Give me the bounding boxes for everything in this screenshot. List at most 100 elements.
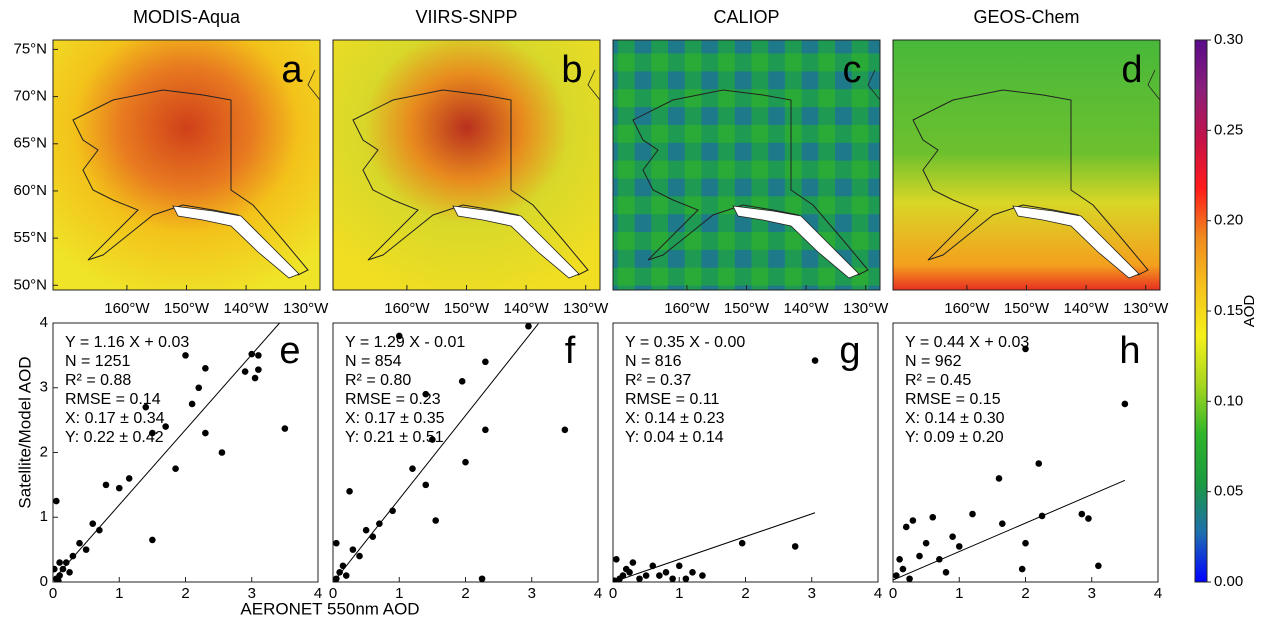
- y-tick-label: 50°N: [13, 276, 47, 293]
- point: [1095, 562, 1102, 570]
- x-tick-label: 150°W: [164, 300, 210, 317]
- point: [682, 575, 690, 582]
- point: [1018, 565, 1026, 573]
- x-tick-label: 140°W: [504, 300, 550, 317]
- point: [893, 572, 900, 579]
- stat-annotation: X: 0.17 ± 0.35: [345, 410, 445, 427]
- x-tick-label: 130°W: [563, 300, 609, 317]
- point: [281, 425, 289, 432]
- point: [342, 572, 350, 579]
- x-tick-label: 2: [741, 585, 749, 602]
- stat-annotation: Y = 0.44 X + 0.03: [905, 334, 1029, 351]
- point: [125, 475, 133, 482]
- x-tick-label: 3: [1088, 585, 1096, 602]
- y-axis-label: Satellite/Model AOD: [15, 356, 34, 508]
- point: [969, 510, 976, 518]
- stat-annotation: Y = 1.29 X - 0.01: [345, 334, 465, 351]
- x-tick-label: 4: [1154, 585, 1162, 602]
- map-title: GEOS-Chem: [973, 7, 1079, 27]
- x-tick-label: 130°W: [283, 300, 329, 317]
- x-tick-label: 130°W: [843, 300, 889, 317]
- fit-line: [893, 479, 1126, 581]
- colorbar-tick-label: 0.30: [1214, 31, 1243, 48]
- point: [482, 358, 489, 366]
- x-tick-label: 3: [808, 585, 816, 602]
- point: [62, 559, 70, 566]
- point: [188, 400, 196, 408]
- x-tick-label: 2: [461, 585, 469, 602]
- map-field: [333, 40, 600, 290]
- map-field: [53, 40, 320, 290]
- point: [902, 523, 910, 531]
- point: [162, 423, 169, 430]
- map-title: MODIS-Aqua: [133, 7, 241, 27]
- point: [241, 368, 249, 375]
- point: [172, 465, 179, 472]
- x-tick-label: 150°W: [724, 300, 770, 317]
- fit-line: [333, 323, 539, 582]
- stat-annotation: R² = 0.45: [905, 372, 971, 389]
- plot-frame: [612, 322, 879, 583]
- point: [195, 384, 203, 392]
- stat-annotation: RMSE = 0.15: [905, 391, 1001, 408]
- x-tick-label: 4: [594, 585, 602, 602]
- colorbar-tick-label: 0.20: [1214, 212, 1243, 229]
- point: [942, 568, 950, 576]
- panel-letter: f: [565, 330, 576, 372]
- y-tick-label: 75°N: [13, 40, 47, 57]
- map-field: [613, 40, 880, 290]
- point: [82, 546, 90, 553]
- x-tick-label: 130°W: [1123, 300, 1169, 317]
- point: [561, 426, 569, 434]
- point: [1022, 345, 1029, 353]
- point: [482, 426, 489, 434]
- map-field: [893, 40, 1160, 290]
- colorbar-tick-label: 0.25: [1214, 121, 1243, 138]
- point: [922, 539, 930, 547]
- stat-annotation: R² = 0.88: [65, 372, 131, 389]
- point: [53, 497, 60, 505]
- point: [699, 572, 706, 579]
- x-tick-label: 140°W: [784, 300, 830, 317]
- stat-annotation: RMSE = 0.11: [625, 391, 720, 408]
- point: [613, 556, 620, 563]
- x-tick-label: 1: [115, 585, 123, 602]
- point: [369, 533, 377, 540]
- plot-frame: [52, 322, 319, 583]
- point: [89, 520, 97, 528]
- point: [995, 475, 1003, 482]
- point: [642, 572, 650, 579]
- fit-line: [613, 512, 816, 582]
- panel-letter: h: [1119, 330, 1140, 372]
- x-tick-label: 160°W: [944, 300, 990, 317]
- stat-annotation: N = 962: [905, 353, 962, 370]
- point: [255, 352, 262, 359]
- y-tick-label: 60°N: [13, 182, 47, 199]
- stat-annotation: Y: 0.22 ± 0.42: [65, 429, 164, 446]
- point: [362, 526, 370, 534]
- point: [636, 575, 643, 582]
- x-tick-label: 0: [329, 585, 337, 602]
- point: [662, 568, 670, 576]
- stat-annotation: X: 0.14 ± 0.30: [905, 410, 1005, 427]
- point: [1121, 400, 1129, 408]
- y-tick-label: 3: [40, 379, 48, 396]
- x-tick-label: 0: [889, 585, 897, 602]
- point: [422, 390, 430, 398]
- point: [55, 577, 62, 582]
- x-tick-label: 3: [528, 585, 536, 602]
- point: [1078, 510, 1086, 518]
- point: [791, 543, 799, 550]
- y-tick-label: 1: [40, 508, 48, 525]
- point: [999, 520, 1006, 528]
- point: [96, 526, 103, 534]
- stat-annotation: RMSE = 0.14: [65, 391, 161, 408]
- stat-annotation: N = 816: [625, 353, 682, 370]
- colorbar: [1194, 39, 1208, 583]
- point: [626, 568, 633, 576]
- panel-letter: g: [839, 330, 860, 372]
- point: [929, 513, 937, 521]
- point: [675, 562, 683, 570]
- y-tick-label: 2: [40, 443, 48, 460]
- stat-annotation: R² = 0.37: [625, 372, 691, 389]
